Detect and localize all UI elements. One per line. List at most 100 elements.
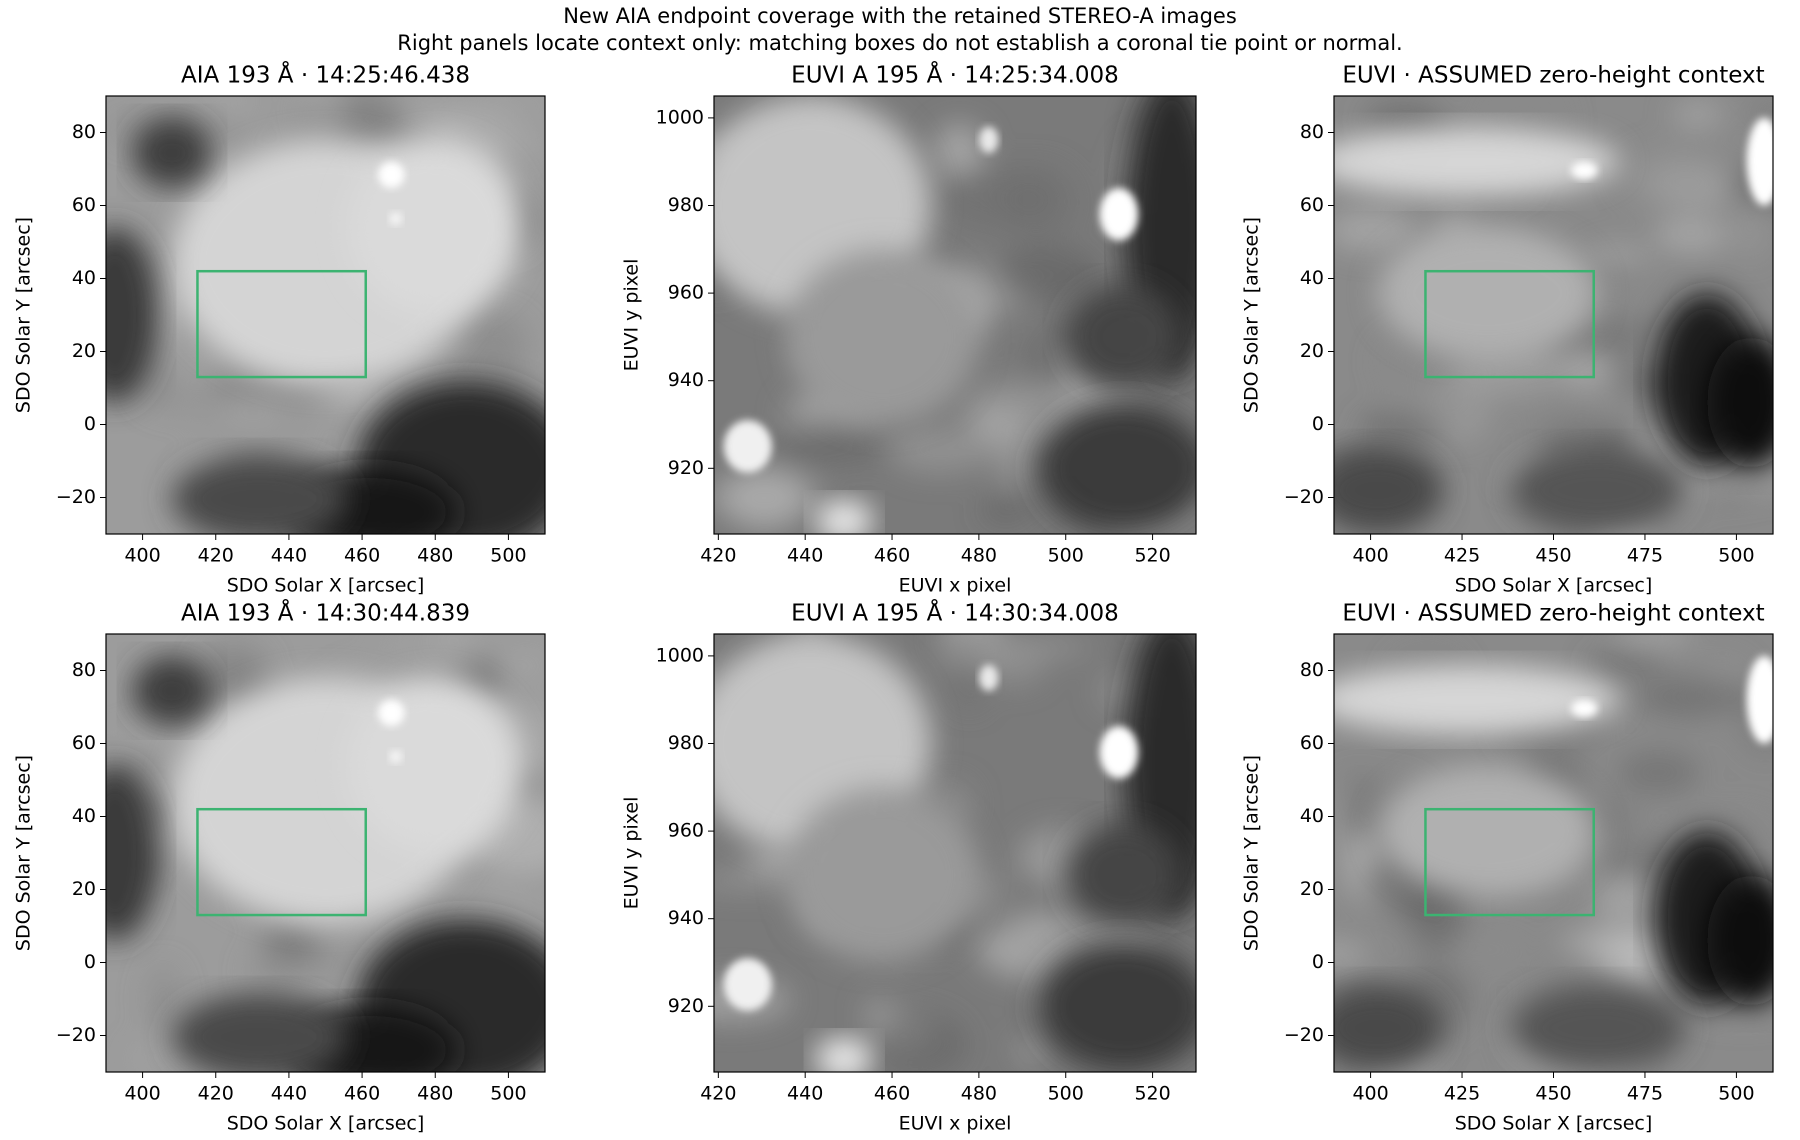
feature bbox=[1099, 725, 1139, 779]
x-tick-label: 460 bbox=[344, 1083, 380, 1105]
y-tick-label: 940 bbox=[668, 369, 704, 391]
texture bbox=[450, 96, 545, 119]
x-tick-label: 480 bbox=[961, 545, 997, 567]
texture bbox=[462, 314, 528, 368]
feature bbox=[979, 126, 999, 153]
texture bbox=[1573, 335, 1648, 354]
feature bbox=[1509, 984, 1686, 1072]
y-tick-label: 60 bbox=[72, 194, 96, 216]
x-tick-label: 400 bbox=[1352, 1083, 1388, 1105]
x-axis-label: SDO Solar X [arcsec] bbox=[1455, 575, 1653, 597]
y-axis-label: EUVI y pixel bbox=[621, 797, 643, 910]
y-tick-label: 80 bbox=[1300, 659, 1324, 681]
feature bbox=[171, 993, 348, 1072]
texture bbox=[147, 963, 180, 1035]
texture bbox=[432, 634, 474, 665]
x-tick-label: 400 bbox=[124, 545, 160, 567]
image bbox=[714, 634, 1196, 1072]
x-tick-label: 460 bbox=[874, 545, 910, 567]
x-tick-label: 520 bbox=[1134, 1083, 1170, 1105]
x-axis-label: SDO Solar X [arcsec] bbox=[227, 575, 425, 597]
texture bbox=[871, 1011, 968, 1072]
feature bbox=[1334, 984, 1444, 1072]
y-tick-label: 20 bbox=[1300, 878, 1324, 900]
feature bbox=[378, 161, 405, 188]
axes-frame bbox=[713, 95, 1197, 535]
feature bbox=[723, 420, 772, 473]
texture bbox=[261, 919, 320, 963]
feature bbox=[106, 227, 159, 403]
y-tick-label: 960 bbox=[668, 820, 704, 842]
feature bbox=[1036, 402, 1196, 534]
y-tick-label: 960 bbox=[668, 282, 704, 304]
texture bbox=[325, 378, 383, 409]
texture bbox=[1633, 677, 1755, 718]
feature bbox=[132, 117, 212, 188]
x-tick-label: 500 bbox=[1718, 545, 1754, 567]
feature bbox=[723, 958, 772, 1011]
y-tick-label: 40 bbox=[72, 805, 96, 827]
image bbox=[714, 96, 1196, 534]
y-tick-label: 60 bbox=[72, 732, 96, 754]
y-tick-label: 60 bbox=[1300, 732, 1324, 754]
texture bbox=[937, 164, 1058, 231]
texture bbox=[990, 416, 1045, 488]
x-tick-label: 450 bbox=[1535, 1083, 1571, 1105]
feature bbox=[1036, 940, 1196, 1072]
texture bbox=[1594, 880, 1657, 922]
texture bbox=[953, 647, 986, 710]
figure-title: New AIA endpoint coverage with the retai… bbox=[563, 4, 1237, 28]
texture bbox=[1653, 218, 1730, 253]
y-tick-label: 40 bbox=[72, 267, 96, 289]
y-tick-label: 20 bbox=[72, 878, 96, 900]
y-axis-label: SDO Solar Y [arcsec] bbox=[13, 217, 35, 413]
texture bbox=[1334, 941, 1370, 969]
context-box bbox=[196, 269, 367, 379]
feature bbox=[1707, 874, 1773, 1007]
texture bbox=[761, 437, 889, 463]
image bbox=[1334, 96, 1773, 534]
y-tick-label: 0 bbox=[1312, 951, 1324, 973]
feature bbox=[378, 699, 405, 726]
x-tick-label: 500 bbox=[1048, 545, 1084, 567]
panel-title: EUVI A 195 Å · 14:30:34.008 bbox=[791, 599, 1119, 627]
texture bbox=[1617, 750, 1700, 795]
x-tick-label: 420 bbox=[700, 1083, 736, 1105]
texture bbox=[1554, 389, 1653, 409]
y-tick-label: 0 bbox=[84, 951, 96, 973]
texture bbox=[500, 656, 545, 675]
y-axis-label: EUVI y pixel bbox=[621, 259, 643, 372]
texture bbox=[782, 399, 829, 423]
y-tick-label: 0 bbox=[84, 413, 96, 435]
y-tick-label: −20 bbox=[56, 1024, 96, 1046]
image bbox=[1334, 634, 1773, 1072]
panel-title: AIA 193 Å · 14:30:44.839 bbox=[181, 599, 470, 627]
feature bbox=[171, 455, 348, 534]
texture bbox=[1735, 200, 1768, 261]
panel-title: EUVI · ASSUMED zero-height context bbox=[1342, 63, 1764, 89]
y-tick-label: 80 bbox=[72, 659, 96, 681]
y-tick-label: −20 bbox=[56, 486, 96, 508]
y-tick-label: 1000 bbox=[656, 644, 704, 666]
x-tick-label: 500 bbox=[1048, 1083, 1084, 1105]
feature bbox=[1099, 187, 1139, 241]
y-tick-label: −20 bbox=[1284, 486, 1324, 508]
y-tick-label: −20 bbox=[1284, 1024, 1324, 1046]
texture bbox=[1587, 652, 1664, 675]
context-box bbox=[1424, 269, 1595, 379]
context-box bbox=[1424, 807, 1595, 917]
texture bbox=[1671, 100, 1725, 129]
feature bbox=[1334, 126, 1620, 197]
y-axis-label: SDO Solar Y [arcsec] bbox=[13, 755, 35, 951]
y-axis-label: SDO Solar Y [arcsec] bbox=[1241, 755, 1263, 951]
y-tick-label: 940 bbox=[668, 907, 704, 929]
x-tick-label: 500 bbox=[490, 1083, 526, 1105]
feature bbox=[389, 212, 403, 226]
texture bbox=[1619, 148, 1731, 206]
figure-subtitle: Right panels locate context only: matchi… bbox=[397, 31, 1402, 55]
y-tick-label: 80 bbox=[1300, 121, 1324, 143]
texture bbox=[1559, 353, 1610, 384]
feature bbox=[1334, 446, 1444, 534]
feature bbox=[1571, 699, 1598, 718]
